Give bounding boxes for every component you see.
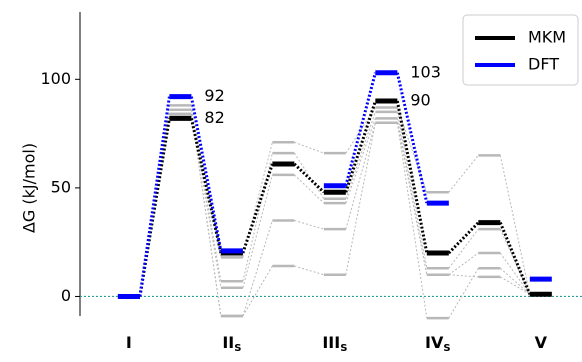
x-tick-label: IVS — [425, 333, 451, 355]
x-tick-main: II — [222, 333, 234, 352]
series-1-connector — [138, 72, 429, 297]
y-tick-label: 0 — [61, 286, 71, 305]
x-tick-label: IIIS — [322, 333, 347, 355]
x-tick-sub: S — [340, 343, 347, 354]
legend-box — [462, 14, 579, 86]
x-tick-label: V — [535, 333, 548, 352]
value-label: 92 — [204, 86, 224, 105]
legend-label: MKM — [528, 28, 566, 47]
y-tick-label: 50 — [51, 177, 71, 196]
x-tick-main: I — [126, 333, 132, 352]
value-label: 82 — [204, 108, 224, 127]
legend-label: DFT — [528, 55, 559, 74]
x-tick-label: I — [126, 333, 132, 352]
x-tick-main: IV — [425, 333, 444, 352]
value-label: 103 — [410, 62, 441, 81]
x-tick-sub: S — [234, 343, 241, 354]
x-tick-main: III — [322, 333, 340, 352]
x-tick-main: V — [535, 333, 548, 352]
y-tick-label: 100 — [40, 69, 71, 88]
x-tick-label: IIS — [222, 333, 241, 355]
x-tick-sub: S — [443, 343, 450, 354]
gray-connector — [139, 113, 531, 317]
value-label: 90 — [410, 91, 430, 110]
y-axis-label: ΔG (kJ/mol) — [20, 143, 39, 233]
gray-connector — [139, 113, 531, 319]
gray-connector — [139, 109, 531, 297]
series-0-connector — [138, 100, 532, 297]
